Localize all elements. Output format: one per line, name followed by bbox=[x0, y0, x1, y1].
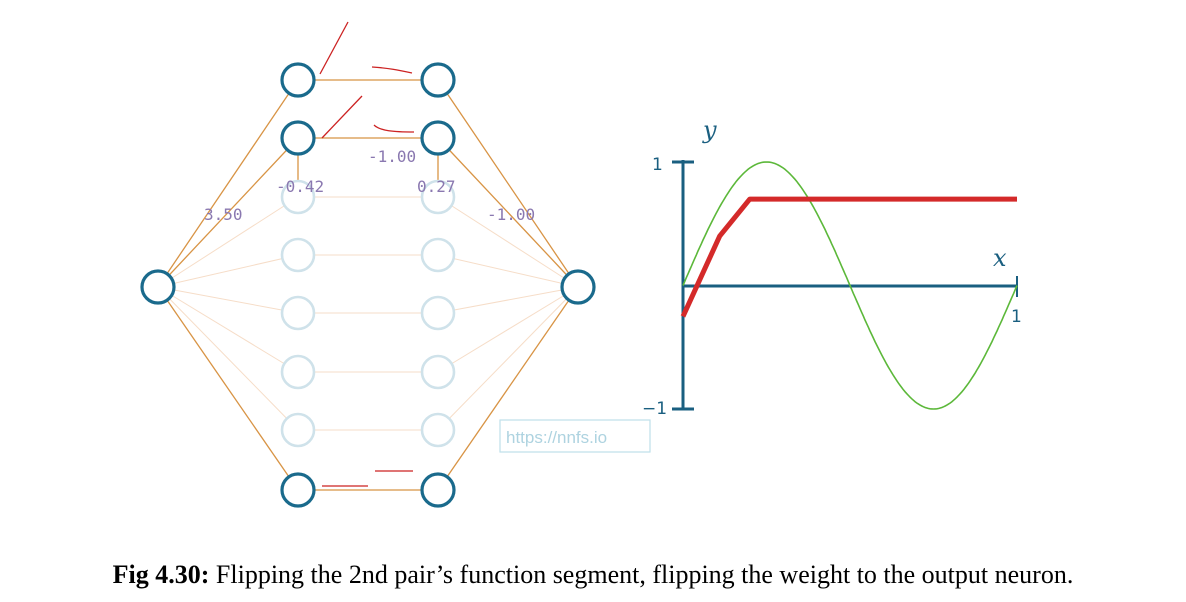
weight-label-input-weight: 3.50 bbox=[204, 205, 243, 224]
hidden1-neuron-faint bbox=[280, 295, 316, 331]
connection-input-hidden1-faint bbox=[157, 286, 299, 431]
sketch-pair2-hidden2 bbox=[373, 124, 415, 133]
hidden1-neuron-active bbox=[280, 120, 316, 156]
weight-label-input-hidden1: -0.42 bbox=[276, 177, 324, 196]
y-tick-1: 1 bbox=[652, 155, 663, 175]
figure-canvas: -1.00 -0.42 0.27 3.50 -1.00 y x 1 −1 1 h… bbox=[140, 21, 1022, 508]
connection-hidden2-output-faint bbox=[437, 196, 579, 288]
weight-label-hidden2-bias: 0.27 bbox=[417, 177, 456, 196]
hidden1-neuron-active bbox=[280, 62, 316, 98]
sine-target-curve bbox=[682, 161, 1018, 410]
weight-label-hidden-pair: -1.00 bbox=[368, 147, 416, 166]
hidden2-neuron-faint bbox=[420, 354, 456, 390]
connection-hidden2-output-faint bbox=[437, 254, 579, 288]
function-plot: y x 1 −1 1 bbox=[642, 116, 1022, 419]
connection-hidden2-output-active bbox=[437, 79, 579, 288]
hidden1-neuron-faint bbox=[280, 179, 316, 215]
hidden2-neuron-active bbox=[420, 472, 456, 508]
connection-hidden2-output-active bbox=[437, 286, 579, 491]
input-neuron bbox=[140, 269, 176, 305]
y-tick-minus-1: −1 bbox=[642, 399, 667, 419]
watermark-box bbox=[499, 419, 651, 453]
connection-input-hidden1-active bbox=[157, 79, 299, 288]
hidden2-neuron-faint bbox=[420, 179, 456, 215]
watermark-text: https://nnfs.io bbox=[506, 428, 607, 447]
hidden1-neuron-faint bbox=[280, 412, 316, 448]
y-axis-label: y bbox=[702, 116, 717, 144]
sketch-pair1-hidden1 bbox=[319, 21, 349, 75]
connection-hidden2-output-faint bbox=[437, 286, 579, 431]
hidden2-neuron-active bbox=[420, 120, 456, 156]
connection-input-hidden1-faint bbox=[157, 286, 299, 314]
hidden2-neuron-faint bbox=[420, 412, 456, 448]
figure-caption: Fig 4.30: Flipping the 2nd pair’s functi… bbox=[0, 560, 1186, 590]
hidden1-neuron-faint bbox=[280, 354, 316, 390]
segment-sketches bbox=[319, 21, 415, 487]
sketch-pair2-hidden1 bbox=[321, 95, 363, 139]
x-axis-label: x bbox=[993, 244, 1007, 272]
hidden2-neuron-faint bbox=[420, 295, 456, 331]
sketch-pair1-hidden2 bbox=[371, 66, 413, 74]
network-connections bbox=[157, 79, 579, 491]
connection-input-hidden1-active bbox=[157, 286, 299, 491]
output-neuron bbox=[560, 269, 596, 305]
network-output-curve bbox=[680, 196, 1017, 318]
connection-hidden2-output-active bbox=[437, 137, 579, 288]
x-tick-1: 1 bbox=[1011, 307, 1022, 327]
connection-hidden2-output-faint bbox=[437, 286, 579, 373]
weight-label-output-weight: -1.00 bbox=[487, 205, 535, 224]
connection-hidden2-output-faint bbox=[437, 286, 579, 314]
connection-input-hidden1-faint bbox=[157, 286, 299, 373]
network-neurons bbox=[140, 62, 596, 508]
connection-input-hidden1-active bbox=[157, 137, 299, 288]
hidden2-neuron-active bbox=[420, 62, 456, 98]
caption-text: Flipping the 2nd pair’s function segment… bbox=[209, 560, 1074, 589]
hidden1-neuron-faint bbox=[280, 237, 316, 273]
figure-number: Fig 4.30: bbox=[112, 560, 210, 589]
connection-input-hidden1-faint bbox=[157, 196, 299, 288]
hidden1-neuron-active bbox=[280, 472, 316, 508]
hidden2-neuron-faint bbox=[420, 237, 456, 273]
connection-input-hidden1-faint bbox=[157, 254, 299, 288]
